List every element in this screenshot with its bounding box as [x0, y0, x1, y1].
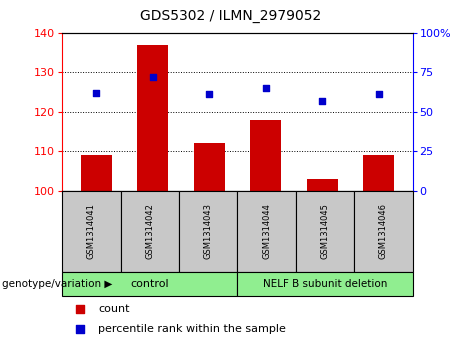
Bar [237, 191, 296, 272]
Bar [179, 191, 237, 272]
Text: GSM1314041: GSM1314041 [87, 204, 96, 259]
Text: GDS5302 / ILMN_2979052: GDS5302 / ILMN_2979052 [140, 9, 321, 23]
Bar [62, 191, 121, 272]
Point [77, 306, 84, 312]
Point [93, 90, 100, 95]
Bar [62, 272, 237, 296]
Point [206, 91, 213, 97]
Text: GSM1314042: GSM1314042 [145, 204, 154, 259]
Point [262, 85, 269, 91]
Text: NELF B subunit deletion: NELF B subunit deletion [263, 279, 387, 289]
Point [149, 74, 156, 80]
Text: percentile rank within the sample: percentile rank within the sample [98, 324, 286, 334]
Text: genotype/variation ▶: genotype/variation ▶ [2, 279, 112, 289]
Point [77, 326, 84, 332]
Bar [363, 155, 394, 191]
Bar [250, 119, 281, 191]
Text: count: count [98, 304, 130, 314]
Point [319, 98, 326, 103]
Bar [307, 179, 338, 191]
Bar [121, 191, 179, 272]
Bar [237, 272, 413, 296]
Text: GSM1314043: GSM1314043 [204, 203, 213, 260]
Point [375, 91, 382, 97]
Bar [354, 191, 413, 272]
Bar [296, 191, 354, 272]
Text: control: control [130, 279, 169, 289]
Text: GSM1314044: GSM1314044 [262, 204, 271, 259]
Bar [81, 155, 112, 191]
Bar [137, 45, 168, 191]
Text: GSM1314045: GSM1314045 [320, 204, 330, 259]
Text: GSM1314046: GSM1314046 [379, 203, 388, 260]
Bar [194, 143, 225, 191]
